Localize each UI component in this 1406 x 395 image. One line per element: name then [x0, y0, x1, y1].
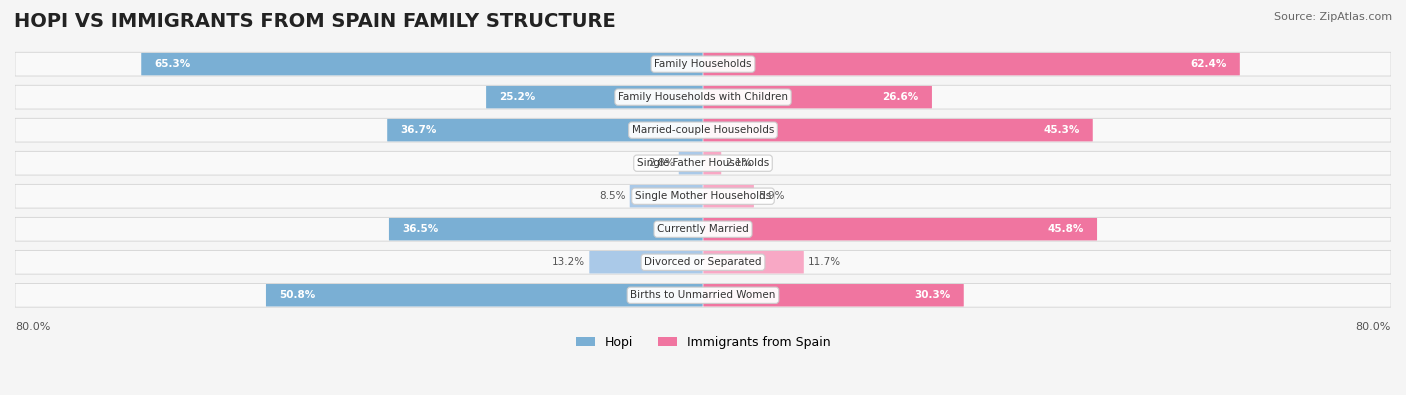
- Text: 45.3%: 45.3%: [1043, 125, 1080, 135]
- FancyBboxPatch shape: [15, 85, 1391, 109]
- FancyBboxPatch shape: [15, 52, 1391, 76]
- Text: 62.4%: 62.4%: [1191, 59, 1227, 69]
- FancyBboxPatch shape: [589, 251, 703, 273]
- Text: 65.3%: 65.3%: [155, 59, 191, 69]
- FancyBboxPatch shape: [15, 217, 1391, 241]
- Text: 80.0%: 80.0%: [1355, 322, 1391, 332]
- Text: 25.2%: 25.2%: [499, 92, 536, 102]
- Text: 26.6%: 26.6%: [883, 92, 920, 102]
- FancyBboxPatch shape: [266, 284, 703, 307]
- Text: Married-couple Households: Married-couple Households: [631, 125, 775, 135]
- Text: 36.7%: 36.7%: [401, 125, 437, 135]
- Text: Single Mother Households: Single Mother Households: [636, 191, 770, 201]
- Text: Births to Unmarried Women: Births to Unmarried Women: [630, 290, 776, 300]
- FancyBboxPatch shape: [703, 251, 804, 273]
- Text: Single Father Households: Single Father Households: [637, 158, 769, 168]
- Text: 8.5%: 8.5%: [599, 191, 626, 201]
- FancyBboxPatch shape: [141, 53, 703, 75]
- Legend: Hopi, Immigrants from Spain: Hopi, Immigrants from Spain: [571, 331, 835, 354]
- Text: 5.9%: 5.9%: [758, 191, 785, 201]
- FancyBboxPatch shape: [15, 283, 1391, 307]
- Text: Source: ZipAtlas.com: Source: ZipAtlas.com: [1274, 12, 1392, 22]
- FancyBboxPatch shape: [703, 284, 963, 307]
- Text: Family Households: Family Households: [654, 59, 752, 69]
- Text: 2.8%: 2.8%: [648, 158, 675, 168]
- FancyBboxPatch shape: [703, 152, 721, 175]
- Text: HOPI VS IMMIGRANTS FROM SPAIN FAMILY STRUCTURE: HOPI VS IMMIGRANTS FROM SPAIN FAMILY STR…: [14, 12, 616, 31]
- FancyBboxPatch shape: [630, 185, 703, 207]
- FancyBboxPatch shape: [15, 151, 1391, 175]
- Text: 45.8%: 45.8%: [1047, 224, 1084, 234]
- Text: Currently Married: Currently Married: [657, 224, 749, 234]
- FancyBboxPatch shape: [486, 86, 703, 108]
- Text: 11.7%: 11.7%: [808, 257, 841, 267]
- FancyBboxPatch shape: [15, 184, 1391, 208]
- FancyBboxPatch shape: [15, 118, 1391, 142]
- Text: 36.5%: 36.5%: [402, 224, 439, 234]
- FancyBboxPatch shape: [703, 86, 932, 108]
- FancyBboxPatch shape: [15, 250, 1391, 274]
- Text: 80.0%: 80.0%: [15, 322, 51, 332]
- Text: 50.8%: 50.8%: [278, 290, 315, 300]
- FancyBboxPatch shape: [703, 53, 1240, 75]
- Text: Divorced or Separated: Divorced or Separated: [644, 257, 762, 267]
- FancyBboxPatch shape: [389, 218, 703, 241]
- FancyBboxPatch shape: [703, 185, 754, 207]
- Text: Family Households with Children: Family Households with Children: [619, 92, 787, 102]
- FancyBboxPatch shape: [679, 152, 703, 175]
- Text: 2.1%: 2.1%: [725, 158, 752, 168]
- Text: 13.2%: 13.2%: [553, 257, 585, 267]
- FancyBboxPatch shape: [703, 119, 1092, 141]
- Text: 30.3%: 30.3%: [914, 290, 950, 300]
- FancyBboxPatch shape: [387, 119, 703, 141]
- FancyBboxPatch shape: [703, 218, 1097, 241]
